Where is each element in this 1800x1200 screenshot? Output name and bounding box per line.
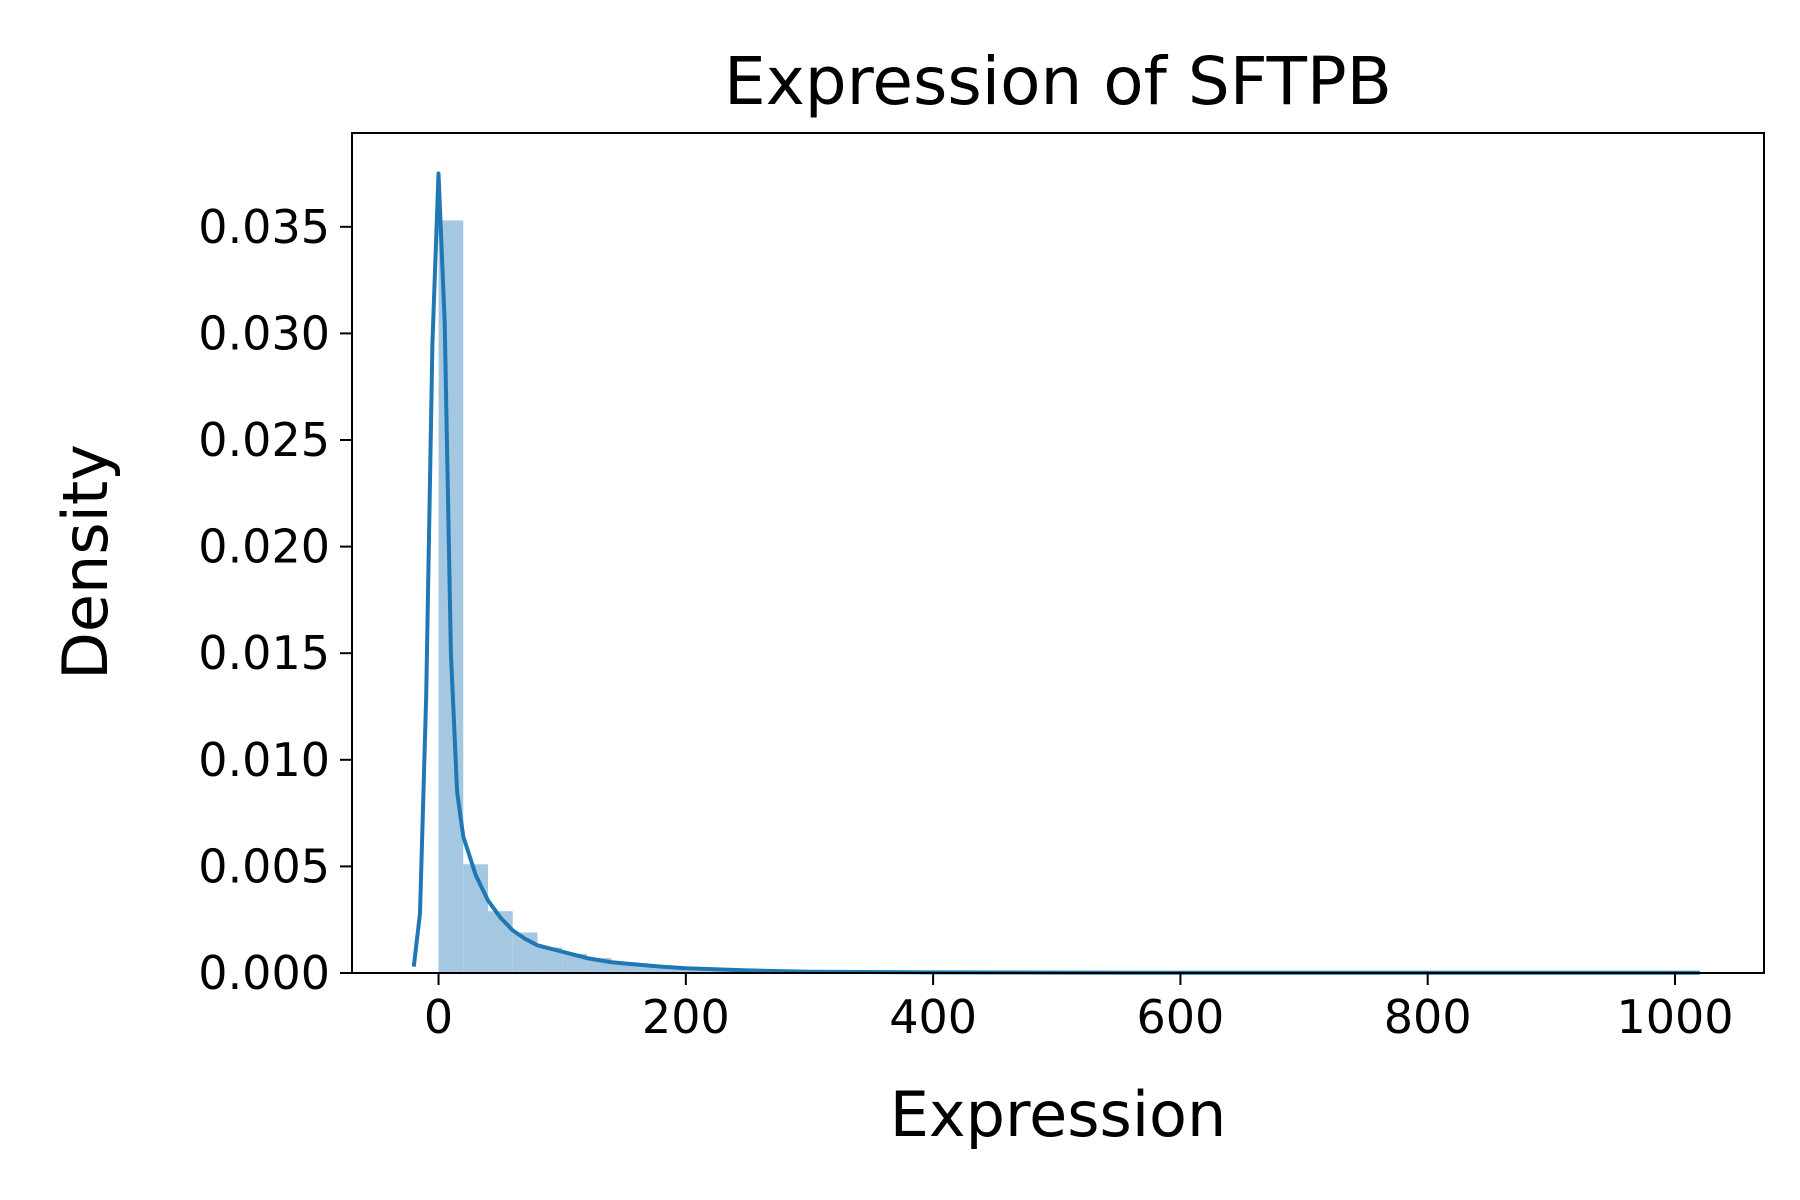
x-tick-label: 1000 (1616, 990, 1733, 1044)
y-tick-label: 0.035 (198, 200, 330, 254)
y-tick-label: 0.015 (198, 626, 330, 680)
x-axis-label: Expression (890, 1078, 1227, 1151)
histogram-bar (661, 966, 686, 973)
y-tick-label: 0.005 (198, 839, 330, 893)
kde-line (411, 171, 1700, 975)
y-tick-label: 0.010 (198, 733, 330, 787)
x-tick-label: 800 (1384, 990, 1472, 1044)
y-tick-label: 0.020 (198, 520, 330, 574)
histogram-bar (611, 962, 637, 973)
x-axis-ticks: 0 200 400 600 800 1000 (424, 973, 1734, 1044)
histogram-bar (636, 964, 662, 973)
x-tick-label: 600 (1137, 990, 1225, 1044)
y-tick-label: 0.030 (198, 306, 330, 360)
y-axis-ticks: 0.000 0.005 0.010 0.015 0.020 0.025 0.030 0.035 (198, 200, 352, 1000)
histogram-bar (562, 953, 587, 973)
plot-frame (351, 132, 1765, 974)
histogram-bar (488, 911, 513, 973)
x-tick-label: 200 (642, 990, 730, 1044)
histogram-bar (463, 864, 489, 973)
y-axis-label: Density (49, 444, 122, 680)
histogram-bars (438, 220, 1700, 974)
histogram-bar (685, 968, 711, 973)
x-tick-label: 400 (889, 990, 977, 1044)
x-tick-label: 0 (424, 990, 453, 1044)
y-tick-label: 0.025 (198, 413, 330, 467)
chart-title: Expression of SFTPB (724, 43, 1392, 120)
y-tick-label: 0.000 (198, 946, 330, 1000)
